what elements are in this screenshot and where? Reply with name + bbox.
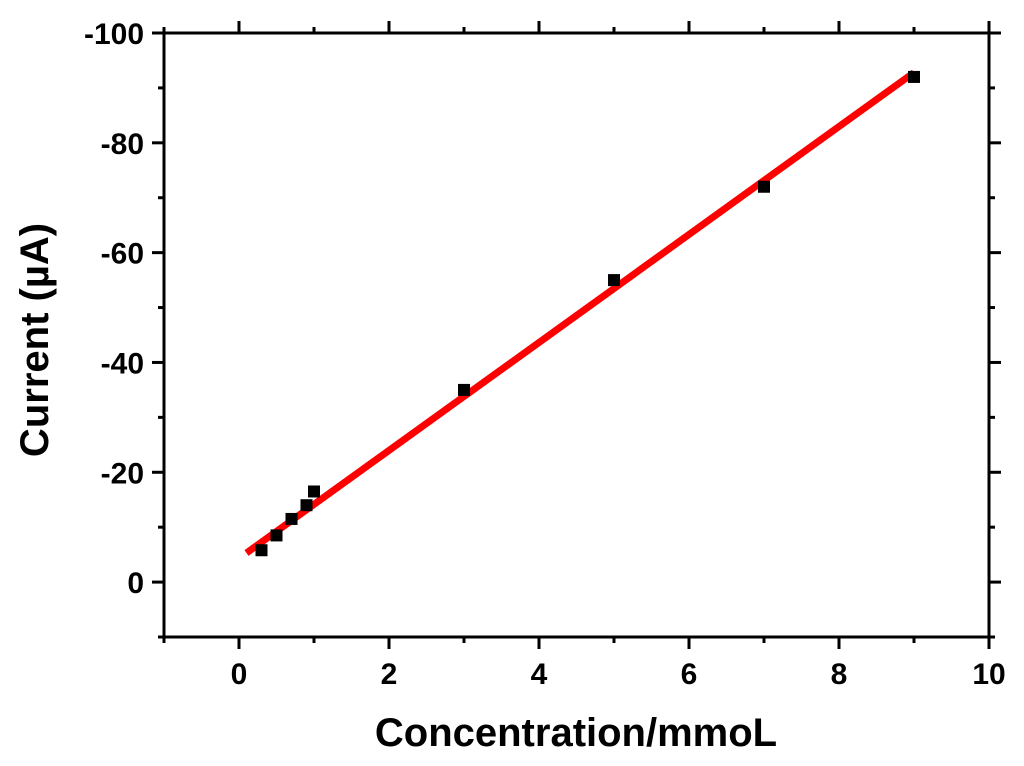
x-tick-label: 2 bbox=[381, 658, 398, 691]
x-tick-label: 6 bbox=[681, 658, 698, 691]
data-point bbox=[308, 485, 320, 498]
fit-line bbox=[244, 69, 917, 556]
y-tick-label: -40 bbox=[101, 347, 144, 380]
x-axis-title: Concentration/mmoL bbox=[375, 711, 777, 755]
data-point bbox=[285, 512, 298, 525]
data-point bbox=[300, 499, 313, 512]
y-tick-label: -100 bbox=[84, 18, 144, 51]
data-point bbox=[270, 529, 283, 542]
data-point bbox=[255, 544, 268, 557]
data-points bbox=[255, 70, 920, 557]
data-point bbox=[758, 180, 770, 193]
y-tick-label: -20 bbox=[101, 457, 144, 490]
y-tick-label: -60 bbox=[101, 238, 144, 271]
data-point bbox=[458, 383, 470, 396]
x-tick-labels: 0 2 4 6 8 10 bbox=[231, 658, 1006, 691]
y-tick-label: 0 bbox=[127, 567, 144, 600]
x-tick-label: 4 bbox=[531, 658, 548, 691]
data-point bbox=[608, 274, 620, 287]
x-tick-label: 0 bbox=[231, 658, 248, 691]
axis-ticks bbox=[152, 21, 1001, 649]
fit-line-layer bbox=[244, 69, 917, 556]
y-axis-title: Current (µA) bbox=[13, 223, 57, 457]
plot-frame bbox=[162, 31, 991, 639]
x-tick-label: 8 bbox=[831, 658, 848, 691]
y-tick-labels: 0 -20 -40 -60 -80 -100 bbox=[84, 18, 144, 600]
y-tick-label: -80 bbox=[101, 128, 144, 161]
x-tick-label: 10 bbox=[972, 658, 1005, 691]
data-point bbox=[908, 70, 920, 83]
